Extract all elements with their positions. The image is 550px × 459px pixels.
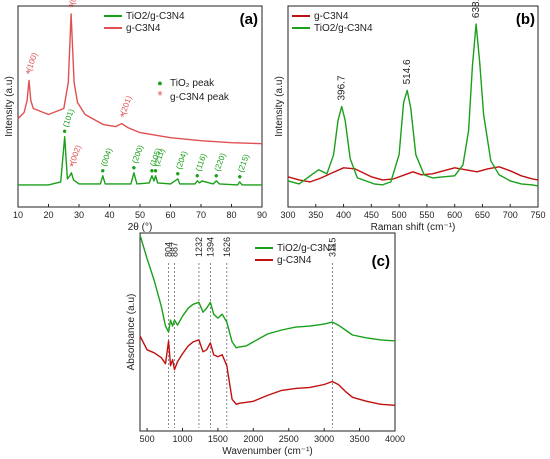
series-line-0 [18,135,262,186]
x-tick-label: 4000 [385,434,405,444]
annotation-marker: ● [149,166,154,175]
x-tick-label: 650 [475,210,490,220]
x-tick-label: 750 [530,210,545,220]
x-axis-label: Wavenumber (cm⁻¹) [222,446,312,457]
annotation-label: (215) [236,153,251,174]
panel-label: (c) [372,253,390,270]
annotation-marker: ● [195,171,200,180]
peak-line-label: 887 [169,242,179,257]
peak-line-label: 804 [164,242,174,257]
annotation-marker: ● [175,169,180,178]
annotation-label: (204) [174,150,189,171]
annotation-marker: ● [131,163,136,172]
annotation-marker: ● [214,171,219,180]
y-axis-label: Intensity (a.u) [274,76,285,137]
x-tick-label: 300 [280,210,295,220]
plot-frame [139,232,396,432]
x-tick-label: 700 [503,210,518,220]
series-line-0 [287,166,539,183]
panel-c: 500 1000 1500 2000 2500 3000 3500 4000 Wavenumbe… [126,232,405,457]
peak-line-label: 1626 [222,237,232,257]
peak-label: 638.5 [471,0,482,18]
series-line-1 [17,13,263,145]
annotation-marker: * [69,2,74,14]
annotation-marker: * [26,68,31,80]
annotation-marker: * [120,112,125,124]
legend-entry: g-C3N4 [314,11,349,22]
y-axis-label: Absorbance (a.u) [126,294,137,371]
x-tick-label: 20 [43,210,53,220]
annotation-marker: ● [100,166,105,175]
annotation-marker: ● [237,172,242,181]
annotation-label: (004) [99,147,114,168]
annotation-label: (200) [130,144,145,165]
series-line-0 [139,234,396,349]
panel-label: (a) [240,11,258,28]
x-tick-label: 90 [257,210,267,220]
legend-entry: TiO2/g-C3N4 [314,23,373,34]
series-line-1 [139,335,396,406]
panel-a: 10 20 30 40 50 60 70 80 90 2θ (°) Intensity (a.u) *… [4,0,267,233]
x-tick-label: 40 [104,210,114,220]
x-tick-label: 10 [13,210,23,220]
annotation-label: (116) [194,152,209,172]
x-tick-label: 30 [74,210,84,220]
series-line-1 [287,23,539,187]
annotation-marker: ● [62,127,67,136]
x-tick-label: 2500 [279,434,299,444]
x-tick-label: 500 [140,434,155,444]
legend-entry: g-C3N4 [277,255,312,266]
annotation-label: (220) [213,152,228,173]
peak-line-label: 1394 [205,237,215,257]
annotation-label: (002) [67,0,82,6]
x-tick-label: 1000 [172,434,192,444]
legend-entry: g-C3N4 [126,23,161,34]
x-tick-label: 1500 [208,434,228,444]
annotation-label: (002) [68,144,83,165]
x-tick-label: 80 [226,210,236,220]
x-tick-label: 50 [135,210,145,220]
panel-label: (b) [516,11,535,28]
panel-b: 300 350 400 450 500 550 600 650 700 750 Raman shif… [274,0,546,233]
marker-legend-symbol: * [157,88,162,103]
x-tick-label: 450 [364,210,379,220]
x-tick-label: 550 [419,210,434,220]
plot-frame [17,5,263,208]
peak-label: 514.6 [402,59,413,84]
annotation-label: (201) [119,94,134,115]
x-tick-label: 350 [308,210,323,220]
x-tick-label: 3500 [350,434,370,444]
annotation-marker: * [70,161,75,173]
marker-legend-label: TiO₂ peak [170,78,215,89]
x-tick-label: 70 [196,210,206,220]
annotation-marker: ● [153,166,158,175]
plot-frame [287,5,539,208]
x-tick-label: 60 [165,210,175,220]
peak-line-label: 3115 [327,238,337,257]
x-tick-label: 500 [392,210,407,220]
marker-legend-symbol: ● [157,78,162,88]
x-axis-label: Raman shift (cm⁻¹) [371,222,456,233]
x-tick-label: 600 [447,210,462,220]
legend-entry: TiO2/g-C3N4 [277,243,336,254]
x-axis-label: 2θ (°) [128,222,153,233]
legend-entry: TiO2/g-C3N4 [126,11,185,22]
x-tick-label: 3000 [314,434,334,444]
peak-label: 396.7 [337,75,348,100]
peak-line-label: 1232 [194,237,204,257]
x-tick-label: 2000 [243,434,263,444]
annotation-label: (101) [61,107,76,128]
y-axis-label: Intensity (a.u) [4,76,15,137]
x-tick-label: 400 [336,210,351,220]
marker-legend-label: g-C3N4 peak [170,92,230,103]
annotation-label: (100) [24,51,39,72]
